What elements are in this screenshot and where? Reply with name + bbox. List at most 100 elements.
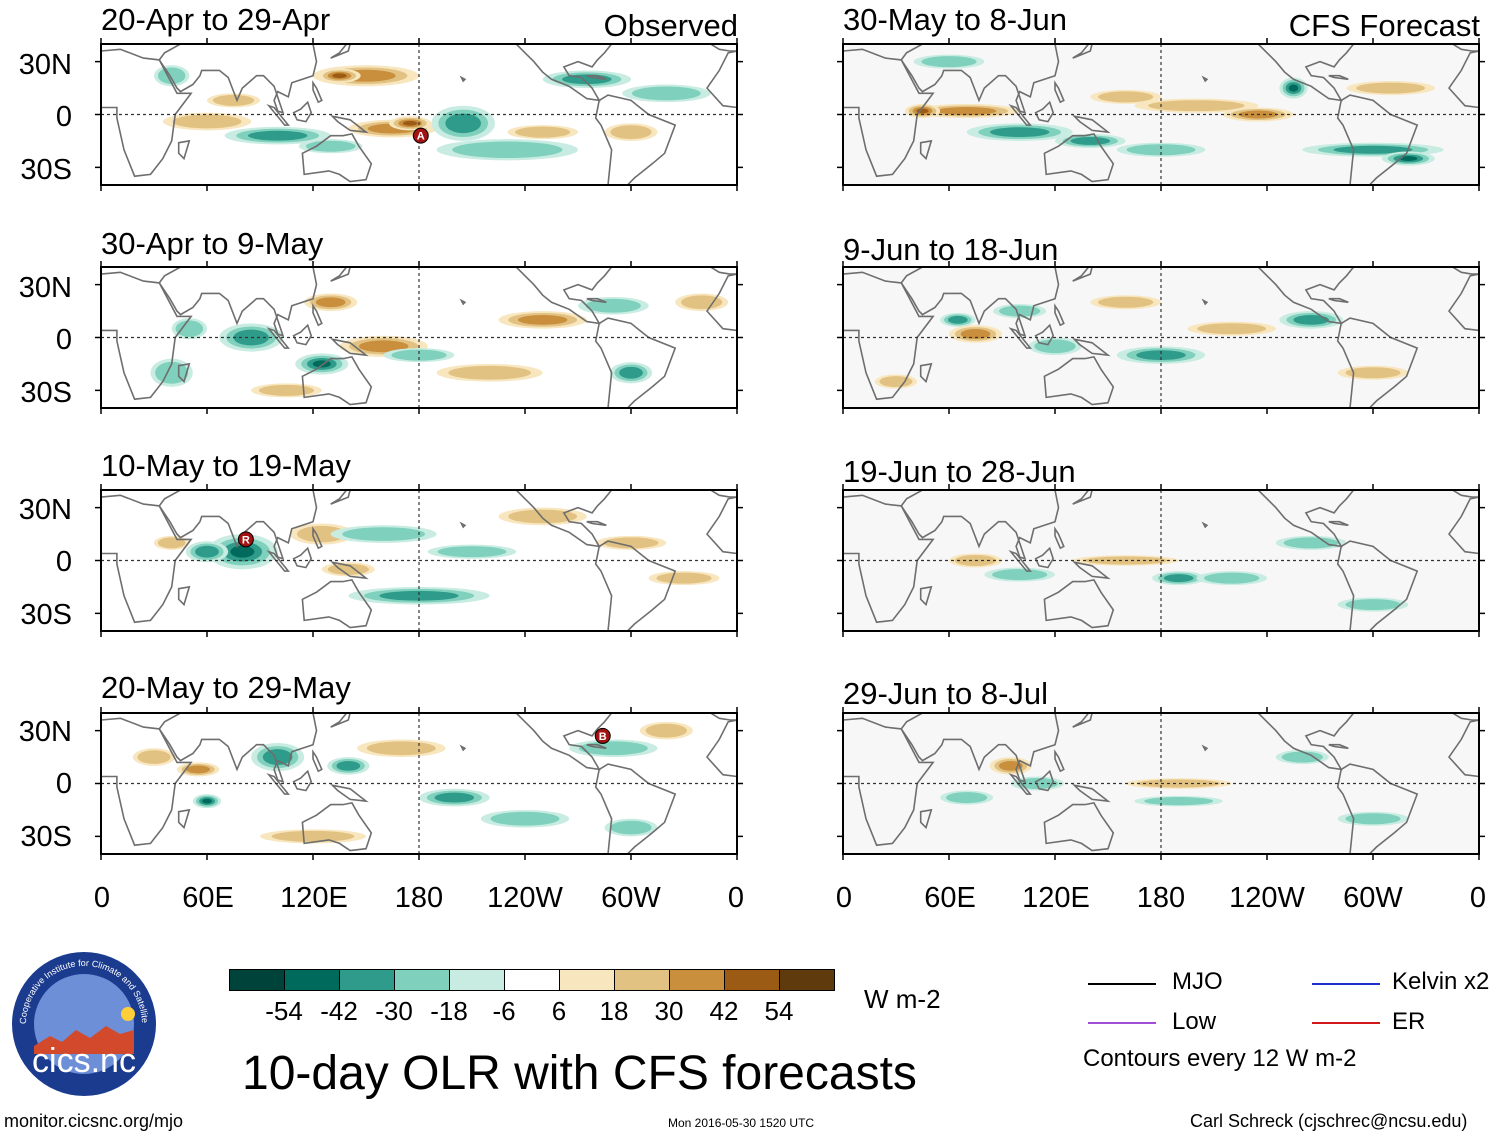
storm-letter: B	[599, 731, 607, 743]
colorbar-swatch	[229, 969, 285, 991]
lat-tick: 30S	[20, 821, 72, 853]
coastline	[301, 802, 373, 852]
lon-tick: 60W	[601, 882, 661, 914]
coastline	[266, 327, 290, 349]
coastline	[705, 496, 737, 555]
storm-marker: B	[594, 727, 611, 744]
coastline	[301, 356, 373, 406]
main-title: 10-day OLR with CFS forecasts	[242, 1047, 917, 1100]
coastline	[158, 490, 318, 560]
olr-anomaly	[1283, 537, 1339, 549]
coastline	[515, 267, 613, 325]
coastline	[594, 763, 677, 854]
olr-anomaly	[297, 525, 347, 543]
coastline	[459, 298, 467, 306]
olr-anomaly	[989, 127, 1050, 138]
olr-anomaly	[1204, 572, 1260, 584]
coastline	[1008, 327, 1032, 349]
legend-label-kelvin: Kelvin x2	[1392, 968, 1490, 995]
coastline	[312, 80, 323, 104]
olr-anomaly	[1148, 100, 1245, 112]
lat-tick: 30N	[18, 494, 72, 526]
coastline	[1447, 719, 1479, 778]
coastline	[158, 267, 318, 337]
olr-anomaly	[230, 545, 255, 558]
map-panel	[837, 38, 1485, 191]
colorbar-swatch	[724, 969, 780, 991]
coastline	[266, 550, 290, 572]
colorbar-swatch	[284, 969, 340, 991]
coastline	[158, 713, 318, 783]
coastline	[1008, 550, 1032, 572]
colorbar-swatch	[779, 969, 835, 991]
coastline	[1257, 490, 1355, 548]
colorbar-swatch	[669, 969, 725, 991]
coastline	[705, 50, 737, 109]
coastline	[459, 75, 467, 83]
olr-anomaly	[1197, 323, 1267, 335]
coastline	[330, 267, 351, 282]
coastline	[705, 719, 737, 778]
lon-tick: 120W	[1229, 882, 1305, 914]
olr-anomaly	[992, 569, 1048, 581]
map-panel	[95, 261, 743, 414]
coastline	[329, 783, 369, 803]
olr-anomaly	[212, 94, 255, 106]
olr-anomaly	[1034, 339, 1076, 354]
coastline	[900, 490, 1060, 560]
olr-anomaly	[945, 792, 988, 804]
map-panel: B	[95, 707, 743, 860]
coastline	[1257, 267, 1355, 325]
olr-anomaly	[437, 546, 507, 558]
olr-anomaly	[137, 750, 171, 764]
colorbar-tick: 6	[551, 996, 567, 1026]
coastline	[1257, 44, 1355, 102]
lon-tick: 60W	[1343, 882, 1403, 914]
coastline	[900, 267, 1060, 337]
panel-title: 20-May to 29-May	[101, 670, 351, 705]
coastline	[1043, 133, 1115, 183]
olr-anomaly	[379, 590, 459, 601]
legend-label-er: ER	[1392, 1008, 1426, 1035]
map-panel: R	[95, 484, 743, 637]
coastline	[330, 490, 351, 505]
coastline	[158, 44, 318, 114]
olr-anomaly	[680, 295, 723, 310]
lat-tick: 0	[55, 768, 72, 800]
olr-anomaly	[452, 141, 563, 158]
coastline	[594, 317, 677, 408]
colorbar-tick: -6	[492, 996, 516, 1026]
colorbar-swatch	[449, 969, 505, 991]
olr-anomaly	[603, 537, 659, 549]
olr-anomaly	[610, 820, 652, 835]
olr-anomaly	[1288, 84, 1299, 92]
olr-anomaly	[515, 126, 571, 138]
legend-line-mjo	[1088, 983, 1156, 985]
footer-timestamp: Mon 2016-05-30 1520 UTC	[668, 1116, 815, 1130]
forecast-label: CFS Forecast	[1288, 8, 1480, 43]
olr-anomaly	[578, 741, 648, 756]
coastline	[1328, 520, 1349, 527]
colorbar-tick: -30	[375, 996, 413, 1026]
olr-anomaly	[195, 545, 219, 558]
coastline	[843, 271, 935, 401]
olr-anomaly	[445, 113, 481, 134]
storm-letter: A	[417, 131, 425, 143]
lat-tick: 30S	[20, 377, 72, 409]
coastline	[1054, 80, 1065, 104]
coastline	[1054, 303, 1065, 327]
map-panel	[837, 484, 1485, 637]
coastline	[266, 773, 290, 795]
coastline	[177, 585, 191, 607]
coastline	[1071, 115, 1111, 134]
olr-anomaly	[1098, 91, 1154, 103]
lat-tick: 0	[55, 546, 72, 578]
coastline	[1328, 297, 1349, 304]
coastline	[515, 44, 613, 102]
lat-tick: 30S	[20, 154, 72, 186]
panel-title: 30-Apr to 9-May	[101, 226, 324, 261]
olr-anomaly	[315, 297, 346, 308]
colorbar-tick: 42	[709, 996, 739, 1026]
coastline	[1034, 100, 1055, 123]
olr-anomaly	[186, 765, 211, 774]
